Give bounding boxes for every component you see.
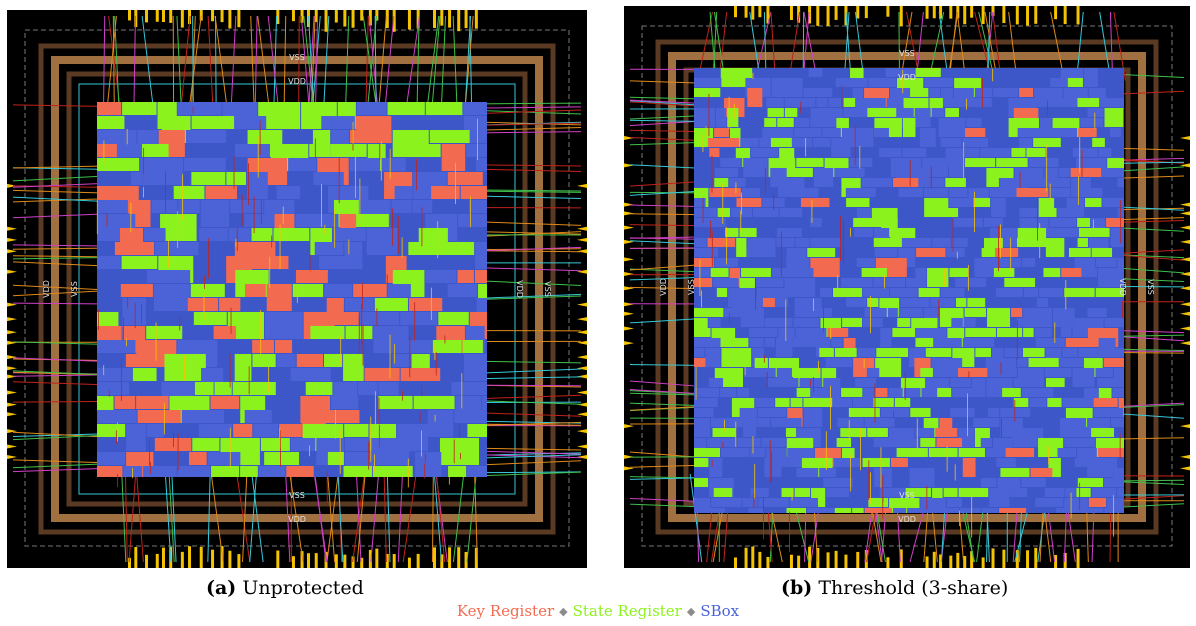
chip-boundary (641, 25, 1173, 547)
chip-boundary (24, 29, 570, 547)
power-ring (51, 56, 543, 522)
caption-title: Threshold (3-share) (818, 577, 1009, 599)
rail-label: VDD (515, 280, 524, 298)
power-ring (66, 71, 528, 507)
standard-cells (96, 102, 487, 504)
power-ring (38, 43, 556, 535)
layout-panel-unprotected: VSS VDD VSS VDD VDD VSS VDD VSS (7, 10, 587, 568)
io-pins (624, 6, 1190, 568)
rail-label: VDD (898, 73, 916, 82)
caption-label: (a) (206, 577, 237, 599)
standard-cells (694, 68, 1125, 552)
rail-label: VSS (289, 491, 305, 500)
rail-label: VDD (288, 77, 306, 86)
rail-label: VDD (898, 515, 916, 524)
chip-layout-threshold: VSS VDD VSS VDD VDD VSS VDD VSS (624, 6, 1190, 568)
rail-label: VSS (1146, 279, 1155, 295)
caption-unprotected: (a) Unprotected (206, 577, 364, 599)
rail-labels: VSS VDD VSS VDD VDD VSS VDD VSS (659, 49, 1155, 524)
caption-threshold: (b) Threshold (3-share) (781, 577, 1008, 599)
layout-panel-threshold: VSS VDD VSS VDD VDD VSS VDD VSS (624, 6, 1190, 568)
rail-labels: VSS VDD VSS VDD VDD VSS VDD VSS (42, 53, 552, 524)
rail-label: VSS (899, 49, 915, 58)
legend-state-register: State Register (572, 602, 682, 620)
legend-separator: ◆ (559, 605, 568, 618)
legend-separator: ◆ (686, 605, 696, 618)
rail-label: VDD (42, 280, 51, 298)
rail-label: VSS (899, 491, 915, 500)
rail-label: VSS (70, 281, 79, 297)
rail-label: VDD (288, 515, 306, 524)
rail-label: VSS (687, 279, 696, 295)
rail-label: VDD (659, 278, 668, 296)
caption-label: (b) (781, 577, 813, 599)
legend-sbox: SBox (700, 602, 740, 620)
rail-label: VSS (289, 53, 305, 62)
legend: Key Register ◆ State Register ◆ SBox (0, 602, 1196, 620)
chip-layout-unprotected: VSS VDD VSS VDD VDD VSS VDD VSS (7, 10, 587, 568)
rail-label: VDD (1118, 278, 1127, 296)
legend-key-register: Key Register (456, 602, 555, 620)
rail-label: VSS (543, 281, 552, 297)
caption-title: Unprotected (242, 577, 364, 599)
